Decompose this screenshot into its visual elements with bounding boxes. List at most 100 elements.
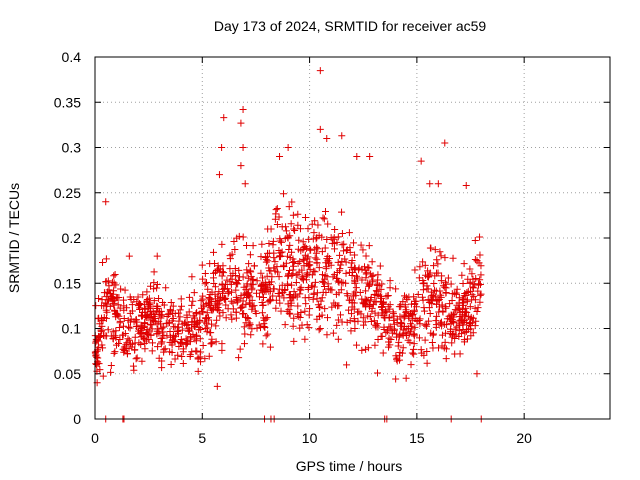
data-point [373,320,381,328]
data-point [436,248,444,256]
data-point [131,333,139,341]
data-point [169,333,177,341]
data-point [451,335,459,343]
data-point [286,310,294,318]
data-point [96,320,104,328]
data-point [185,326,193,334]
data-point [258,309,266,317]
data-point [218,340,226,348]
data-point [297,308,305,316]
data-point [382,329,390,337]
data-point [150,297,158,305]
data-point [368,258,376,266]
data-point [358,276,366,284]
data-point [267,296,275,304]
data-point [262,315,270,323]
data-point [425,273,433,281]
data-point [441,303,449,311]
data-point-outlier [434,180,442,188]
data-point [289,211,297,219]
data-point [128,301,136,309]
data-point [160,323,168,331]
data-point [215,297,223,305]
data-point [236,345,244,353]
data-point [209,248,217,256]
data-point [313,295,321,303]
data-point [477,271,485,279]
data-point [219,262,227,270]
data-point [350,315,358,323]
data-point [434,269,442,277]
data-point [419,296,427,304]
data-point [441,254,449,262]
data-point [237,292,245,300]
data-point [437,291,445,299]
data-point [148,325,156,333]
data-point [111,348,119,356]
data-point [329,329,337,337]
data-point [121,286,129,294]
data-point [458,316,466,324]
data-point [396,356,404,364]
data-point [248,286,256,294]
data-point [253,277,261,285]
data-point [359,314,367,322]
data-point [322,263,330,271]
data-point [328,303,336,311]
data-point [222,295,230,303]
data-point [449,330,457,338]
data-point [323,273,331,281]
data-point [378,333,386,341]
data-point [467,287,475,295]
y-tick-label: 0 [73,411,81,427]
data-point [416,315,424,323]
data-point [474,304,482,312]
data-point [242,300,250,308]
data-point [319,214,327,222]
data-point [395,332,403,340]
data-point [125,336,133,344]
data-point [434,260,442,268]
data-point [143,288,151,296]
data-point [403,325,411,333]
data-point [189,297,197,305]
data-point [99,372,107,380]
data-point [101,332,109,340]
data-point [288,198,296,206]
data-point [241,330,249,338]
data-point [110,349,118,357]
data-point [232,314,240,322]
data-point [100,289,108,297]
data-point [231,271,239,279]
data-point [98,326,106,334]
data-point [386,341,394,349]
data-point [348,256,356,264]
data-point [361,295,369,303]
data-point-outlier [426,180,434,188]
data-point [311,245,319,253]
data-point [169,302,177,310]
data-point [314,221,322,229]
data-point [115,294,123,302]
data-point [154,343,162,351]
data-point [459,296,467,304]
data-point-outlier [239,105,247,113]
data-point [232,293,240,301]
data-point [118,331,126,339]
data-point [301,214,309,222]
data-point [260,316,268,324]
data-point [407,361,415,369]
data-point [215,307,223,315]
data-point [425,317,433,325]
data-point [448,339,456,347]
data-point [423,348,431,356]
data-point [368,272,376,280]
x-axis-label: GPS time / hours [296,458,403,474]
data-point-outlier [198,261,206,269]
data-point [186,353,194,361]
data-point [474,280,482,288]
data-point [133,354,141,362]
data-point [299,246,307,254]
data-point [280,263,288,271]
data-point [188,301,196,309]
